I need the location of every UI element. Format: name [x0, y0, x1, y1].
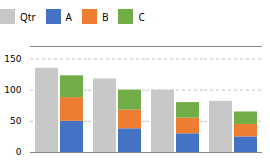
svg-text:0: 0 [16, 147, 22, 157]
html-text:Qtr: Qtr [20, 9, 36, 24]
svg-text:50: 50 [10, 116, 22, 126]
svg-text:150: 150 [4, 54, 21, 64]
html-text:A: A [65, 9, 72, 24]
html-text:B: B [102, 9, 109, 24]
svg-text:100: 100 [4, 85, 21, 95]
html-text:C: C [138, 9, 145, 24]
